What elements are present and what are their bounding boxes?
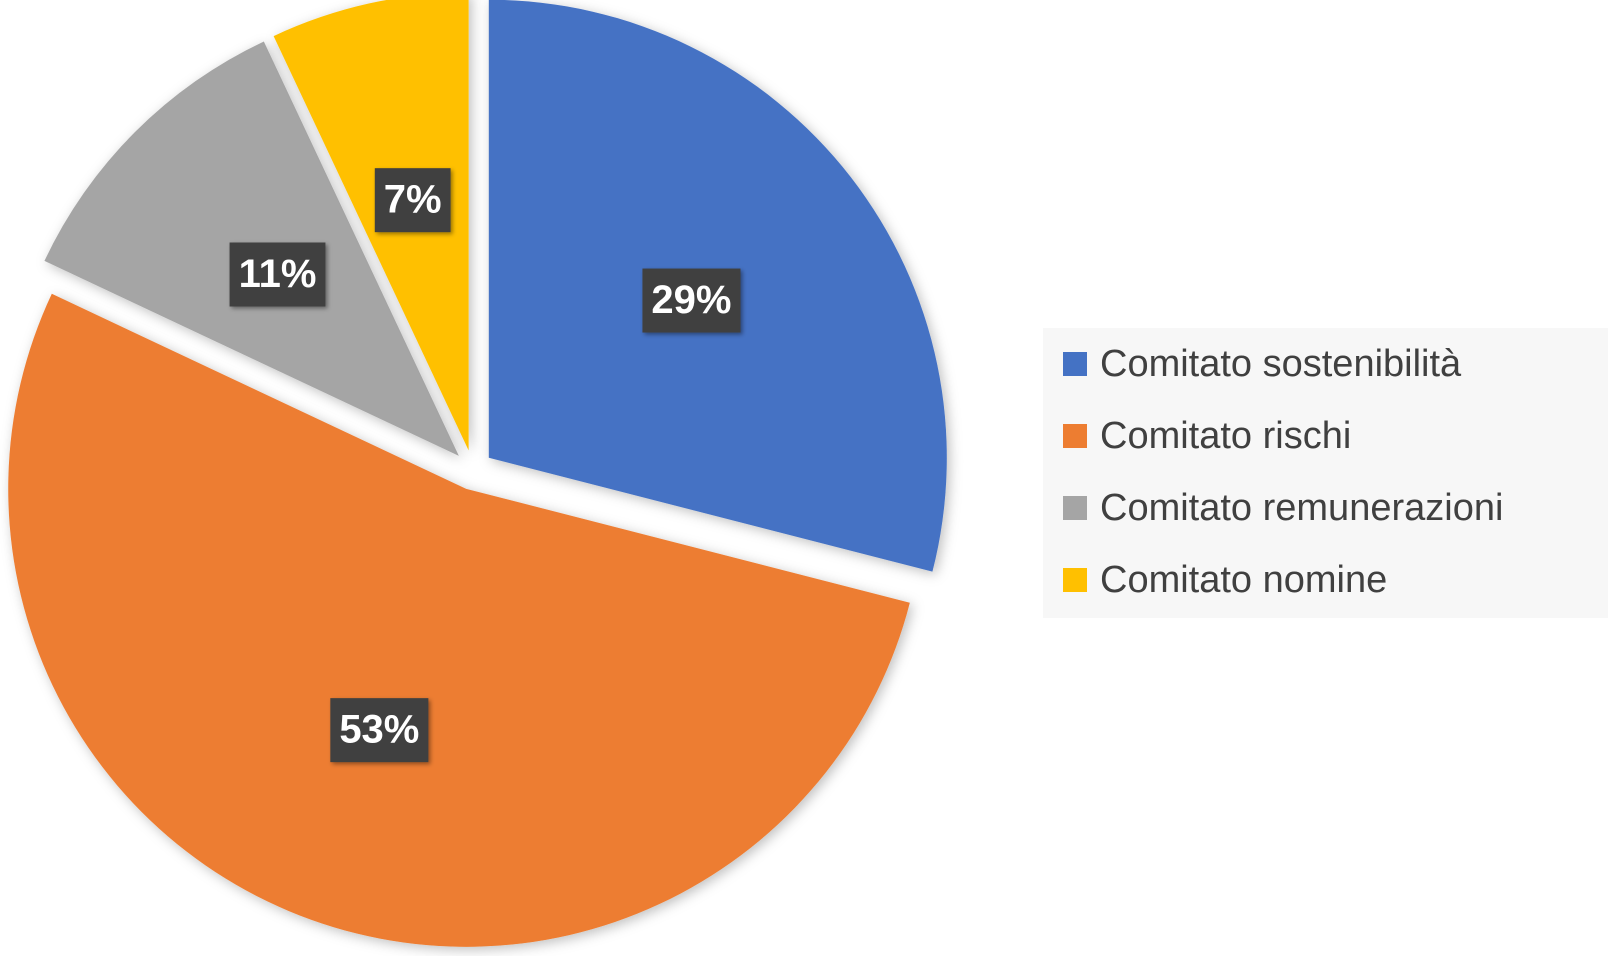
- legend-swatch: [1063, 568, 1087, 592]
- data-label: 53%: [330, 698, 429, 763]
- data-label: 7%: [374, 168, 451, 233]
- pie-slice: [273, 0, 469, 451]
- data-label-text: 7%: [384, 178, 442, 222]
- data-label: 29%: [642, 268, 741, 333]
- legend-swatch: [1063, 424, 1087, 448]
- data-label-text: 53%: [339, 708, 419, 752]
- legend-swatch: [1063, 496, 1087, 520]
- data-label-box: [374, 168, 451, 233]
- data-label-text: 11%: [239, 252, 317, 296]
- legend-label: Comitato remunerazioni: [1100, 487, 1503, 529]
- legend-label: Comitato rischi: [1100, 415, 1351, 457]
- pie-slice: [8, 293, 910, 947]
- data-label-text: 29%: [651, 278, 731, 322]
- data-label: 11%: [229, 242, 326, 307]
- legend-swatch: [1063, 352, 1087, 376]
- data-label-box: [642, 268, 741, 333]
- legend-label: Comitato sostenibilità: [1100, 343, 1462, 385]
- data-label-box: [229, 242, 326, 307]
- data-label-box: [330, 698, 429, 763]
- legend-box: [1043, 328, 1608, 618]
- legend-label: Comitato nomine: [1100, 559, 1387, 601]
